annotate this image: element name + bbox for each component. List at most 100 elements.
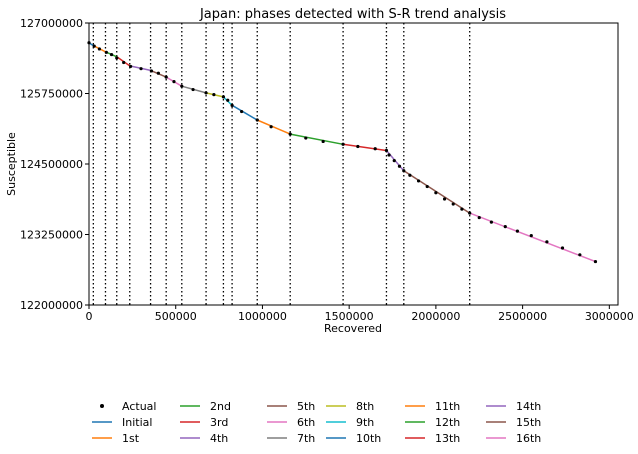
actual-point [288, 132, 292, 136]
legend-label: 10th [356, 432, 381, 445]
actual-point [529, 234, 533, 238]
y-tick-label: 124500000 [20, 158, 83, 171]
legend-item-8th: 8th [326, 400, 374, 413]
legend-item-14th: 14th [486, 400, 541, 413]
actual-point [321, 139, 325, 144]
actual-point [451, 202, 455, 206]
series-line-16th [469, 212, 596, 263]
actual-point [92, 44, 96, 48]
actual-point [387, 153, 391, 157]
actual-point [416, 179, 421, 183]
y-axis-ticks: 122000000 123250000 124500000 125750000 1270… [20, 17, 89, 312]
actual-point [226, 98, 230, 102]
legend-label: 4th [210, 432, 228, 445]
actual-point [139, 67, 143, 71]
actual-point [97, 47, 102, 51]
legend-label: 5th [297, 400, 315, 413]
actual-point [402, 169, 406, 173]
series-lines [88, 42, 596, 263]
actual-point [425, 184, 429, 189]
actual-point [129, 64, 133, 69]
actual-point [109, 52, 114, 57]
actual-point [442, 197, 447, 201]
actual-point [489, 220, 493, 224]
x-tick-label: 2500000 [498, 310, 547, 323]
actual-point [221, 95, 226, 99]
actual-point [240, 109, 244, 114]
actual-point [560, 246, 565, 250]
x-tick-label: 3000000 [585, 310, 634, 323]
x-tick-label: 500000 [155, 310, 197, 323]
legend-item-12th: 12th [405, 416, 460, 429]
legend-item-16th: 16th [486, 432, 541, 445]
legend-item-13th: 13th [405, 432, 460, 445]
legend-label: 9th [356, 416, 374, 429]
series-line-11th [256, 119, 291, 135]
legend-item-7th: 7th [267, 432, 315, 445]
legend-label: 6th [297, 416, 315, 429]
legend-item-3rd: 3rd [180, 416, 228, 429]
actual-point [477, 215, 481, 220]
actual-point [212, 93, 216, 97]
actual-point [122, 60, 126, 65]
y-axis-label: Susceptible [5, 132, 18, 196]
actual-point [341, 142, 345, 146]
actual-point [269, 125, 273, 129]
legend-item-initial: Initial [92, 416, 152, 429]
actual-point [115, 56, 119, 60]
legend: Actual Initial 1st 2nd 3rd 4th 5th 6th 7th 8th 9th… [92, 400, 541, 445]
actual-point [304, 136, 308, 140]
actual-point [356, 144, 360, 149]
legend-label: 15th [516, 416, 541, 429]
actual-point [230, 103, 234, 107]
y-tick-label: 123250000 [20, 229, 83, 242]
actual-point [191, 87, 195, 92]
legend-marker [100, 404, 104, 408]
actual-point [468, 211, 472, 215]
actual-point [149, 69, 154, 73]
legend-item-10th: 10th [326, 432, 381, 445]
actual-point [156, 71, 160, 75]
legend-item-15th: 15th [486, 416, 541, 429]
y-tick-label: 125750000 [20, 88, 83, 101]
actual-point [397, 164, 402, 168]
actual-point [460, 207, 464, 211]
plot-frame [88, 22, 619, 306]
legend-item-2nd: 2nd [180, 400, 231, 413]
x-tick-label: 1500000 [325, 310, 374, 323]
actual-point [392, 159, 396, 163]
legend-label: 13th [435, 432, 460, 445]
series-line-13th [342, 143, 387, 152]
actual-point [578, 253, 582, 257]
legend-item-actual: Actual [100, 400, 156, 413]
actual-point [180, 84, 184, 88]
x-tick-label: 0 [86, 310, 93, 323]
x-tick-label: 2000000 [411, 310, 460, 323]
legend-label: 8th [356, 400, 374, 413]
legend-label: 11th [435, 400, 460, 413]
legend-item-9th: 9th [326, 416, 374, 429]
chart-title: Japan: phases detected with S-R trend an… [199, 7, 506, 22]
actual-point [545, 240, 549, 244]
actual-point [172, 80, 176, 84]
y-tick-label: 127000000 [20, 17, 83, 30]
legend-label: 1st [122, 432, 140, 445]
legend-label: 14th [516, 400, 541, 413]
legend-item-1st: 1st [92, 432, 140, 445]
legend-label: Initial [122, 416, 152, 429]
actual-point [593, 259, 598, 264]
x-axis-ticks: 0 500000 1000000 1500000 2000000 2500000 30000… [86, 305, 634, 323]
legend-item-5th: 5th [267, 400, 315, 413]
legend-item-11th: 11th [405, 400, 460, 413]
legend-item-4th: 4th [180, 432, 228, 445]
actual-point [255, 118, 259, 122]
legend-label: 7th [297, 432, 315, 445]
actual-point [408, 173, 412, 177]
legend-label: 2nd [210, 400, 231, 413]
actual-point [164, 75, 168, 79]
actual-point [503, 225, 507, 229]
actual-point [204, 91, 208, 95]
series-line-12th [290, 133, 344, 146]
x-axis-label: Recovered [324, 322, 382, 335]
